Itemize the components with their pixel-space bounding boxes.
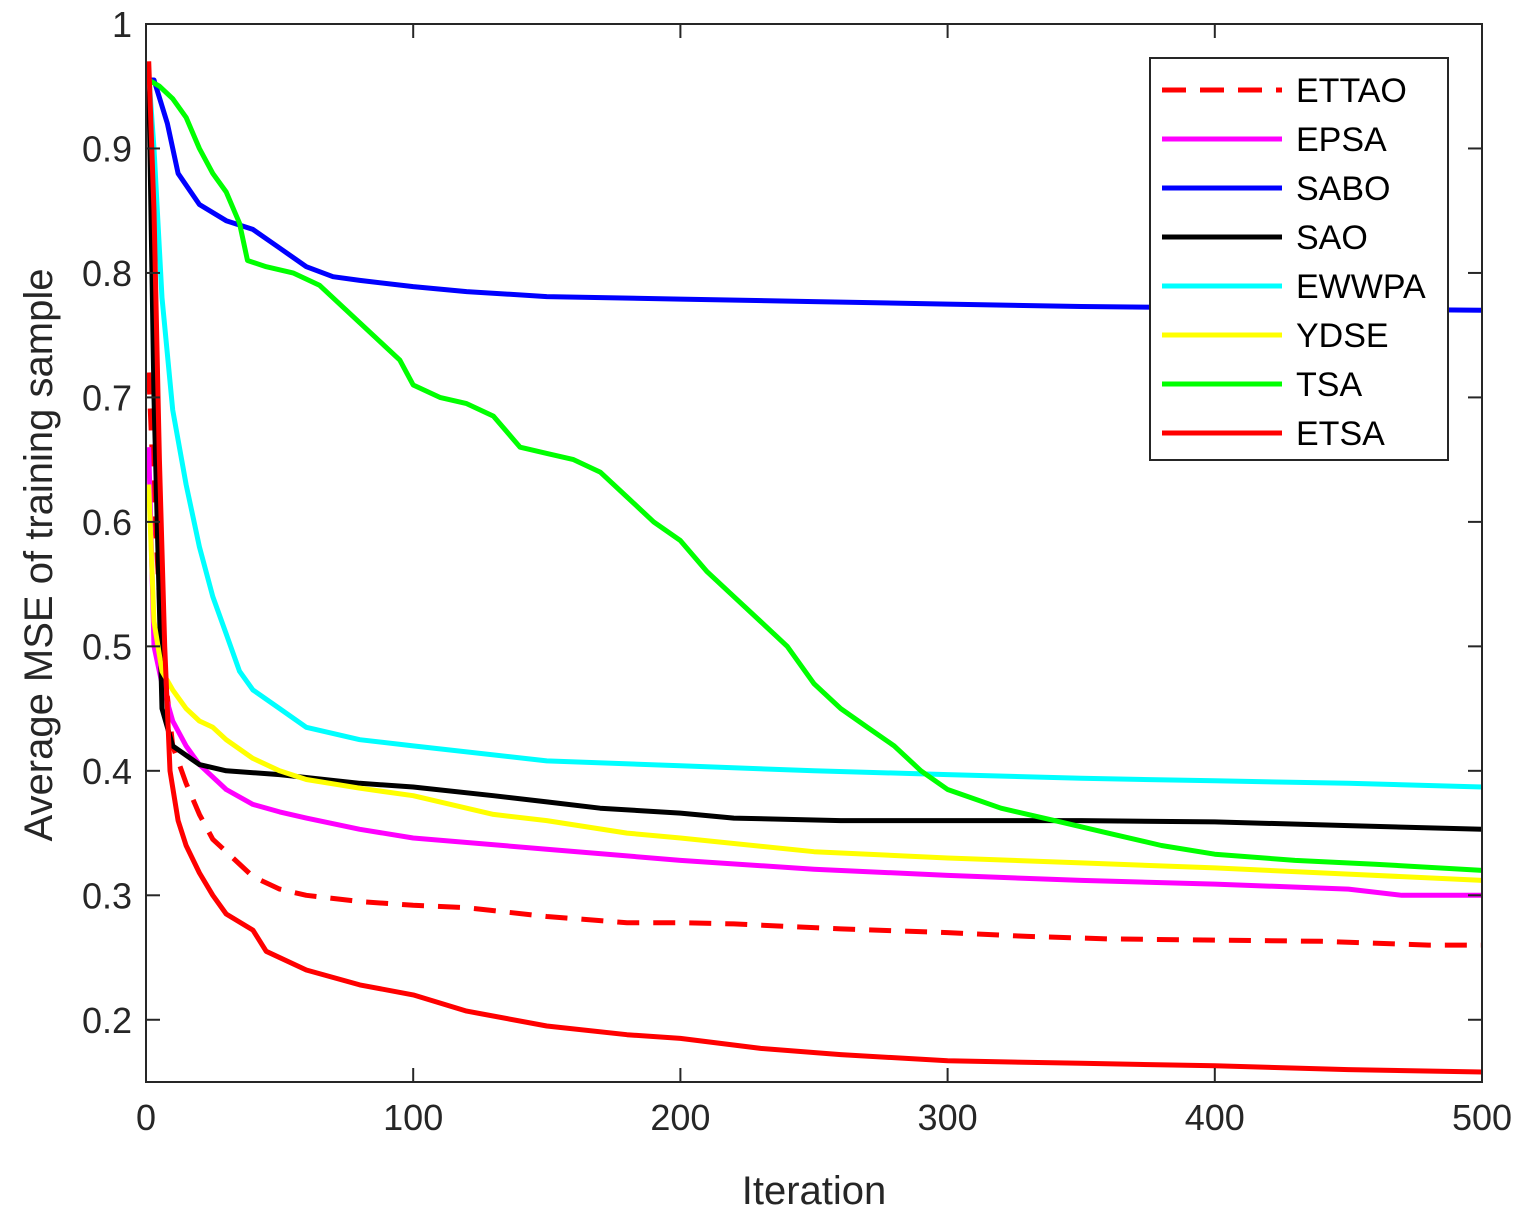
series-line-ewwpa [146, 73, 1483, 790]
x-tick-label: 100 [383, 1097, 443, 1138]
legend-label-etsa: ETSA [1296, 415, 1385, 453]
x-tick-labels: 0 100 200 300 400 500 [136, 1097, 1512, 1138]
series-layer [146, 61, 1483, 1075]
y-tick-label: 1 [112, 4, 132, 45]
legend-label-ettao: ETTAO [1296, 72, 1407, 110]
y-tick-label: 0.2 [82, 1000, 132, 1041]
legend-label-epsa: EPSA [1296, 121, 1387, 159]
plot-area-frame [145, 23, 1483, 1083]
x-axis-title: Iteration [742, 1169, 887, 1213]
series-line-tsa [147, 77, 1483, 873]
x-tick-label: 300 [918, 1097, 978, 1138]
legend-entries: ETTAO EPSA SABO SAO EWWPA YDSE TSA ETSA [1162, 72, 1426, 453]
y-tick-label: 0.6 [82, 502, 132, 543]
y-tick-label: 0.8 [82, 253, 132, 294]
y-tick-labels: 0.2 0.3 0.4 0.5 0.6 0.7 0.8 0.9 1 [82, 4, 132, 1041]
y-tick-label: 0.3 [82, 875, 132, 916]
series-line-epsa [146, 447, 1482, 898]
legend-label-ydse: YDSE [1296, 317, 1389, 355]
legend-label-tsa: TSA [1296, 366, 1362, 404]
legend: ETTAO EPSA SABO SAO EWWPA YDSE TSA ETSA [1149, 57, 1449, 461]
y-tick-label: 0.7 [82, 377, 132, 418]
legend-label-ewwpa: EWWPA [1296, 268, 1426, 306]
x-tick-label: 400 [1185, 1097, 1245, 1138]
ticks-layer [145, 23, 1483, 1082]
series-line-ettao [146, 372, 1482, 948]
series-line-etsa [146, 61, 1483, 1075]
x-tick-label: 0 [136, 1097, 156, 1138]
legend-label-sao: SAO [1296, 219, 1368, 257]
y-tick-label: 0.9 [82, 128, 132, 169]
series-line-ydse [146, 484, 1483, 883]
y-axis-title: Average MSE of training sample [17, 269, 61, 842]
legend-box [1149, 57, 1449, 461]
series-line-sabo [146, 77, 1483, 313]
legend-label-sabo: SABO [1296, 170, 1390, 208]
y-tick-label: 0.4 [82, 751, 132, 792]
x-tick-label: 500 [1452, 1097, 1512, 1138]
y-tick-label: 0.5 [82, 626, 132, 667]
x-tick-label: 200 [650, 1097, 710, 1138]
